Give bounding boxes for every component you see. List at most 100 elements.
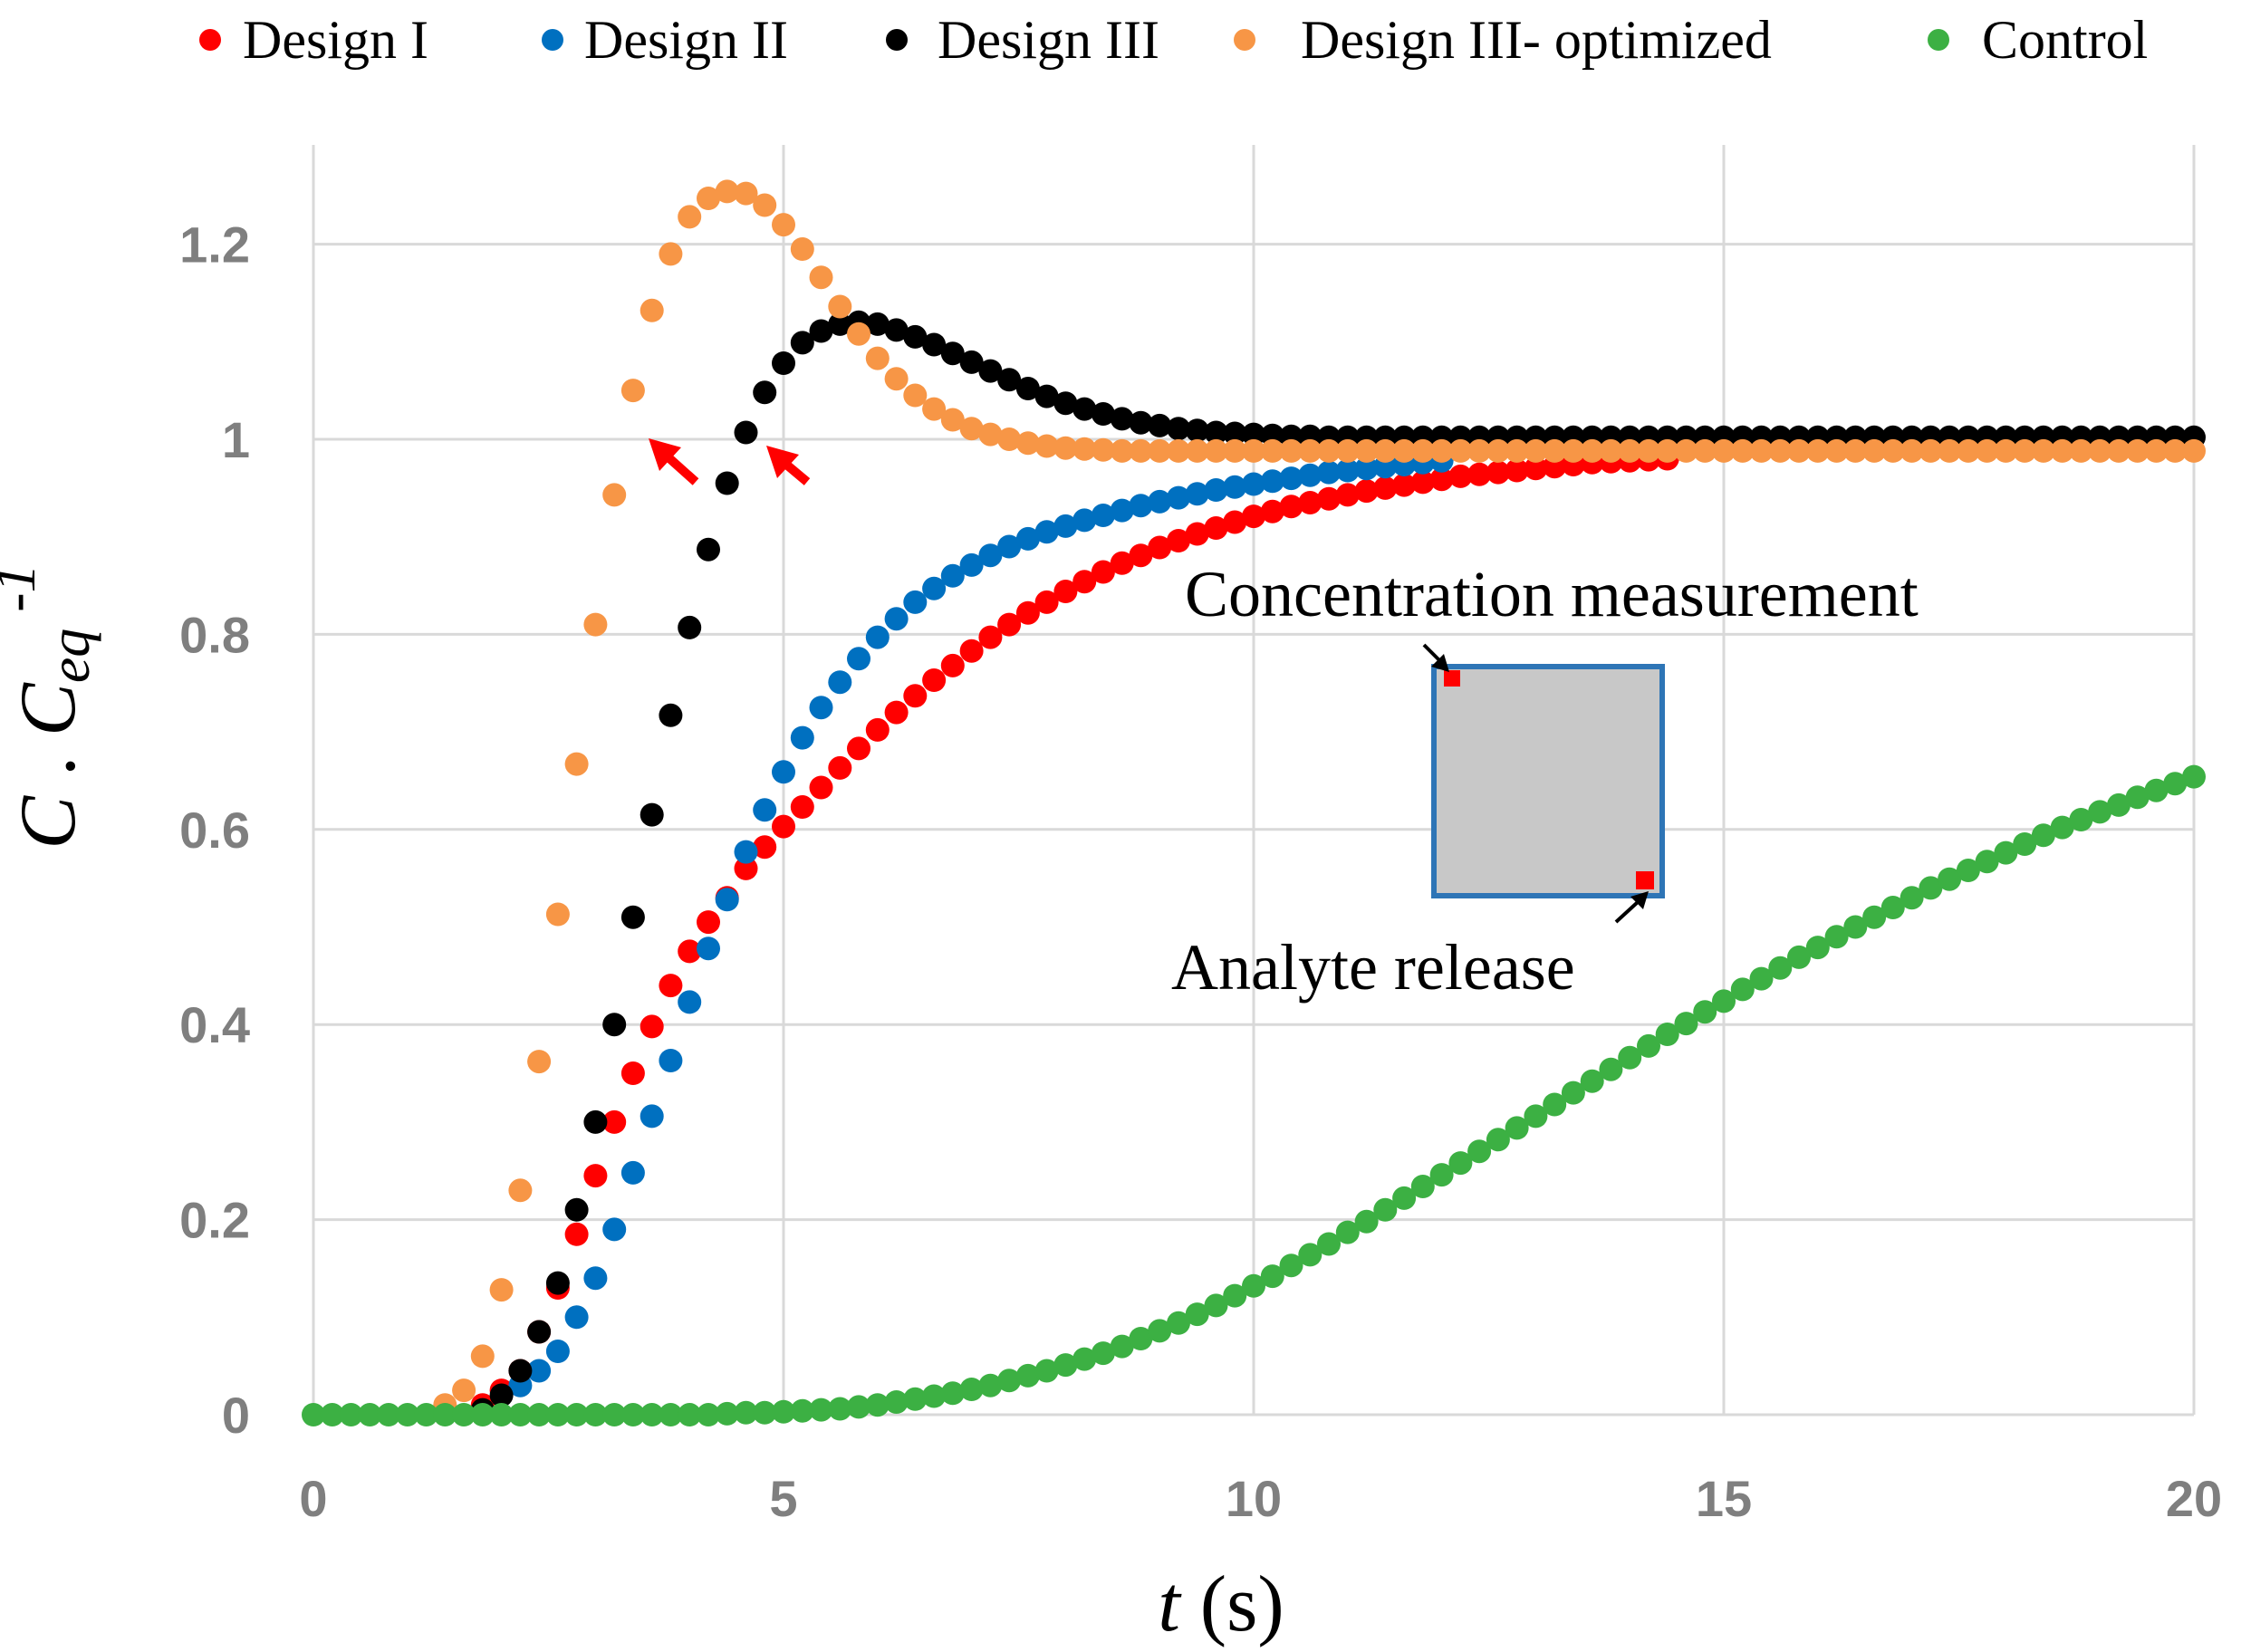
legend-label-design-i: Design I xyxy=(243,10,428,70)
data-point-control xyxy=(602,1403,627,1426)
data-point-design-i xyxy=(753,835,777,860)
data-point-design-iii xyxy=(1091,402,1115,426)
data-point-control xyxy=(414,1403,438,1426)
y-tick-label: 1 xyxy=(222,411,250,468)
y-axis-subscript: eq xyxy=(37,629,101,683)
data-point-design-ii xyxy=(1072,508,1097,533)
data-point-design-iii-optimized xyxy=(1674,438,1698,463)
data-point-control xyxy=(1034,1359,1059,1383)
data-point-design-ii xyxy=(545,1340,570,1363)
data-point-design-iii-optimized xyxy=(1448,438,1473,463)
data-point-control xyxy=(339,1403,363,1426)
data-point-design-iii-optimized xyxy=(508,1178,533,1203)
data-point-design-iii-optimized xyxy=(1260,438,1284,463)
data-point-control xyxy=(1223,1283,1247,1308)
legend-label-design-iii: Design III xyxy=(938,10,1159,70)
data-point-design-iii-optimized xyxy=(1787,438,1811,463)
data-point-design-i xyxy=(583,1164,608,1188)
data-point-control xyxy=(1880,896,1905,919)
x-axis-title: t (s) xyxy=(1158,1561,1284,1648)
y-axis-var2: C xyxy=(5,682,92,736)
data-point-design-iii-optimized xyxy=(753,193,777,217)
data-point-control xyxy=(1373,1197,1398,1222)
data-point-design-ii xyxy=(1354,456,1379,481)
data-point-design-ii xyxy=(1298,463,1322,487)
data-point-design-i xyxy=(1242,504,1265,529)
data-point-control xyxy=(452,1403,476,1426)
data-point-control xyxy=(1335,1220,1360,1244)
data-point-design-ii xyxy=(1335,458,1360,483)
data-point-control xyxy=(583,1403,608,1426)
data-point-control xyxy=(1129,1327,1153,1350)
data-point-control xyxy=(697,1403,720,1426)
data-point-control xyxy=(2013,832,2037,856)
data-point-design-iii-optimized xyxy=(2069,438,2093,463)
data-point-control xyxy=(527,1403,552,1426)
data-point-design-i xyxy=(1204,516,1228,540)
data-point-design-iii-optimized xyxy=(1486,438,1510,463)
x-tick-label: 0 xyxy=(299,1470,327,1527)
data-point-control xyxy=(1749,966,1774,991)
data-point-control xyxy=(1580,1069,1604,1093)
data-point-control xyxy=(1655,1023,1679,1046)
data-point-design-i xyxy=(1279,495,1303,519)
data-point-design-i xyxy=(1317,486,1341,511)
data-point-control xyxy=(1053,1353,1078,1378)
data-point-design-iii-optimized xyxy=(1693,438,1717,463)
y-axis-title-text: C . Ceq -1 xyxy=(0,563,101,849)
peak-arrows xyxy=(649,438,811,485)
data-point-control xyxy=(1919,876,1943,900)
data-point-design-iii-optimized xyxy=(1053,436,1078,460)
data-point-design-iii-optimized xyxy=(1242,438,1265,463)
data-point-design-iii-optimized xyxy=(1392,438,1417,463)
x-tick-label: 5 xyxy=(769,1470,797,1527)
data-point-design-iii xyxy=(903,324,928,349)
data-point-design-i xyxy=(1505,458,1529,483)
peak-arrow-left-head xyxy=(649,438,681,471)
data-point-design-iii-optimized xyxy=(1618,438,1642,463)
data-point-design-ii xyxy=(1148,489,1172,514)
data-point-design-iii xyxy=(959,350,984,374)
data-point-control xyxy=(2182,764,2206,789)
y-axis-sep: . xyxy=(5,736,92,796)
data-point-design-ii xyxy=(978,543,1003,568)
data-point-design-iii-optimized xyxy=(1034,434,1059,458)
y-axis-title: C . Ceq -1 xyxy=(0,563,101,849)
data-point-control xyxy=(564,1403,589,1426)
data-point-control xyxy=(2088,800,2112,824)
data-point-design-ii xyxy=(1317,460,1341,485)
data-point-design-i xyxy=(790,795,814,819)
data-point-design-iii-optimized xyxy=(1167,438,1190,463)
y-axis-var1: C xyxy=(5,795,92,850)
tick-labels: 0 5 10 15 20 0 0.2 0.4 0.6 0.8 1 1.2 xyxy=(179,216,2222,1527)
data-point-design-iii-optimized xyxy=(1900,438,1924,463)
data-point-design-ii xyxy=(1185,482,1209,506)
data-point-design-i xyxy=(940,653,965,677)
data-point-design-iii-optimized xyxy=(470,1344,495,1369)
data-point-design-iii-optimized xyxy=(1148,438,1172,463)
y-tick-label: 1.2 xyxy=(179,216,250,274)
data-point-design-i xyxy=(922,668,947,692)
data-point-design-iii-optimized xyxy=(997,427,1022,451)
legend-marker-control xyxy=(1928,29,1949,51)
data-point-design-i xyxy=(1354,479,1379,504)
data-point-design-iii-optimized xyxy=(1749,438,1774,463)
data-point-design-iii xyxy=(809,319,833,343)
data-point-design-iii xyxy=(564,1197,589,1222)
y-tick-label: 0.6 xyxy=(179,802,250,859)
data-point-design-iii-optimized xyxy=(2163,438,2188,463)
data-point-control xyxy=(2050,815,2074,840)
data-point-control xyxy=(922,1384,947,1408)
data-point-control xyxy=(1185,1302,1209,1327)
data-point-design-ii xyxy=(640,1104,664,1129)
data-point-design-i xyxy=(1392,473,1417,497)
data-point-design-ii xyxy=(1053,514,1078,538)
data-point-design-ii xyxy=(940,563,965,588)
data-point-design-ii xyxy=(997,534,1022,559)
data-point-design-iii-optimized xyxy=(1373,438,1398,463)
data-point-design-iii xyxy=(583,1109,608,1134)
data-point-control xyxy=(358,1403,382,1426)
data-point-control xyxy=(940,1381,965,1406)
data-point-design-i xyxy=(884,700,909,725)
data-point-control xyxy=(377,1403,400,1426)
